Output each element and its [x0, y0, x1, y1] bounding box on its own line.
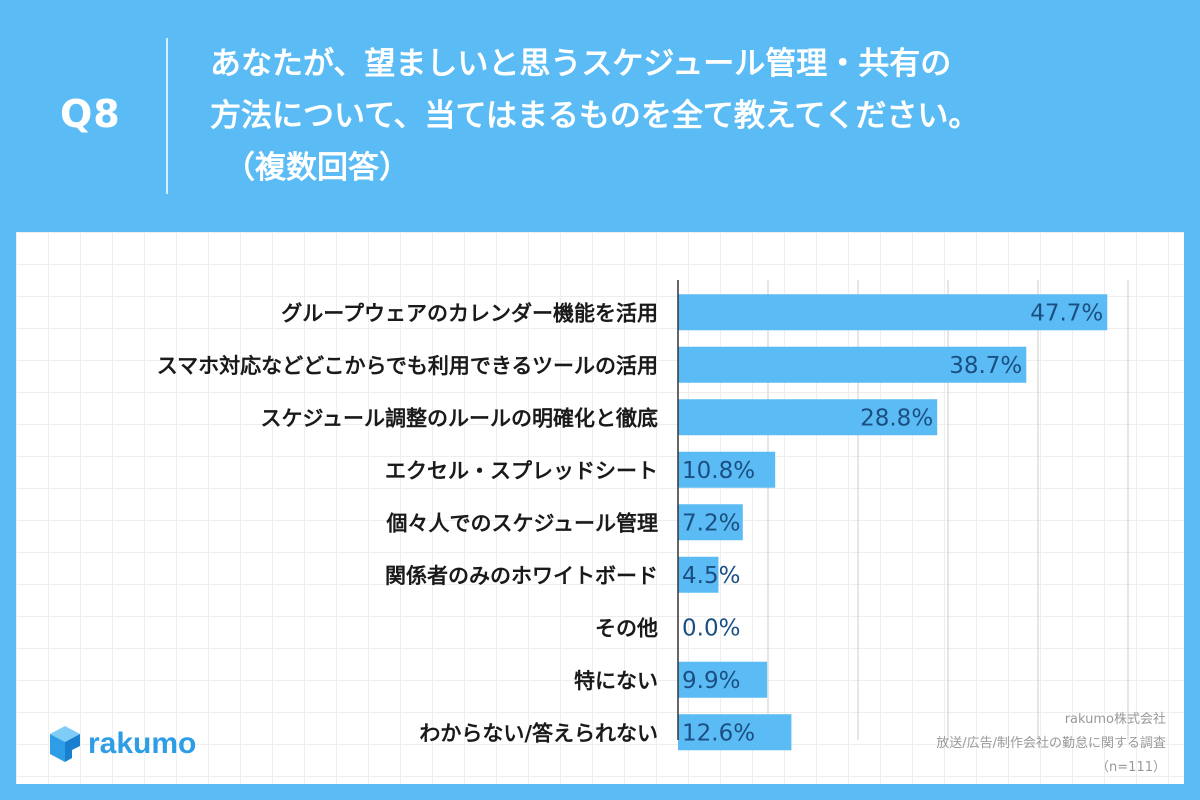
header-divider — [166, 38, 168, 194]
value-label: 4.5% — [682, 563, 740, 589]
source-survey: 放送/広告/制作会社の勤怠に関する調査 — [936, 736, 1166, 751]
source-company: rakumo株式会社 — [1064, 712, 1166, 727]
title-line-3: （複数回答） — [224, 150, 410, 186]
question-number: Q8 — [60, 92, 121, 136]
category-label: グループウェアのカレンダー機能を活用 — [281, 301, 658, 325]
category-label: わからない/答えられない — [419, 721, 658, 745]
bar — [678, 556, 719, 593]
logo-text: rakumo — [88, 727, 197, 760]
bar — [678, 451, 776, 488]
category-label: エクセル・スプレッドシート — [385, 459, 658, 483]
bar — [678, 399, 938, 436]
value-label: 28.8% — [860, 405, 933, 431]
value-label: 10.8% — [682, 458, 755, 484]
value-label: 7.2% — [682, 510, 740, 536]
header: Q8 あなたが、望ましいと思うスケジュール管理・共有の 方法について、当てはまる… — [0, 0, 1200, 232]
category-label: その他 — [595, 616, 658, 640]
bar — [678, 661, 768, 698]
category-label: 関係者のみのホワイトボード — [385, 564, 658, 588]
value-label: 9.9% — [682, 668, 740, 694]
category-label: 個々人でのスケジュール管理 — [385, 511, 658, 535]
value-label: 47.7% — [1030, 300, 1103, 326]
value-label: 12.6% — [682, 720, 755, 746]
rakumo-logo: rakumo — [48, 724, 196, 764]
question-title: あなたが、望ましいと思うスケジュール管理・共有の 方法について、当てはまるものを… — [210, 38, 1170, 194]
bar — [678, 294, 1108, 331]
title-line-2: 方法について、当てはまるものを全て教えてください。 — [210, 98, 980, 134]
category-label: スマホ対応などどこからでも利用できるツールの活用 — [157, 354, 658, 378]
category-label: スケジュール調整のルールの明確化と徹底 — [260, 406, 658, 430]
bar — [678, 346, 1027, 383]
title-line-1: あなたが、望ましいと思うスケジュール管理・共有の — [210, 46, 952, 82]
value-label: 0.0% — [682, 615, 740, 641]
category-label: 特にない — [574, 669, 658, 693]
rakumo-cube-icon — [50, 726, 80, 762]
value-label: 38.7% — [949, 353, 1022, 379]
bar — [678, 714, 792, 751]
source-note: rakumo株式会社 放送/広告/制作会社の勤怠に関する調査 （n=111） — [936, 708, 1166, 780]
bar — [678, 504, 743, 541]
source-sample: （n=111） — [1096, 760, 1166, 775]
